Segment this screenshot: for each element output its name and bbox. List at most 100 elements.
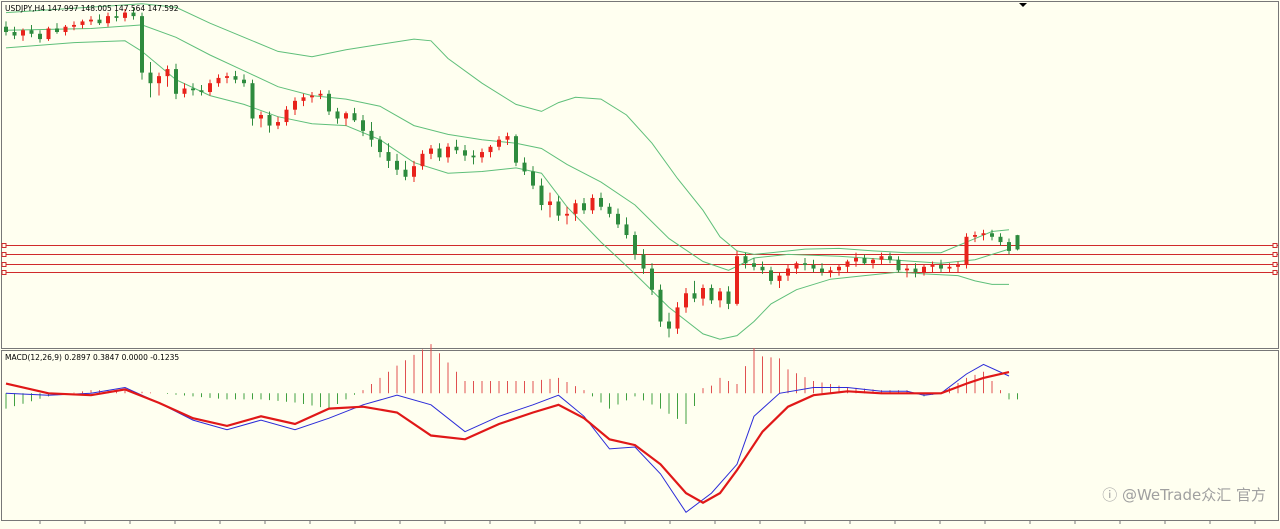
macd-panel-frame xyxy=(1,350,1279,521)
macd-signal-line xyxy=(5,371,1010,504)
candle-body xyxy=(29,30,34,34)
candle-body xyxy=(225,76,229,78)
level-handle-left xyxy=(1,270,7,275)
candle-body xyxy=(726,291,731,304)
candle-body xyxy=(539,185,544,206)
candle-body xyxy=(607,206,612,214)
candle-body xyxy=(12,32,17,36)
candle-body xyxy=(1015,235,1020,250)
candle-body xyxy=(760,266,765,271)
candle-body xyxy=(616,213,620,225)
price-info-label: USDJPY,H4 147.997 148.005 147.564 147.59… xyxy=(5,4,179,13)
candle-body xyxy=(123,12,127,18)
candle-body xyxy=(165,69,170,77)
candle-body xyxy=(973,235,977,237)
candle-body xyxy=(318,93,323,96)
candle-body xyxy=(378,139,382,153)
candle-body xyxy=(752,263,756,267)
candle-body xyxy=(446,146,450,158)
candle-body xyxy=(352,113,357,121)
candle-body xyxy=(845,261,850,267)
candle-body xyxy=(420,153,425,167)
level-handle-right xyxy=(1272,270,1278,275)
candle-body xyxy=(556,201,561,216)
candle-body xyxy=(820,268,824,273)
candle-body xyxy=(361,120,365,131)
candle-body xyxy=(327,93,331,112)
candle-body xyxy=(63,26,68,33)
candle-body xyxy=(888,256,892,260)
level-handle-right xyxy=(1272,252,1278,257)
candle-body xyxy=(174,69,178,94)
candle-body xyxy=(80,21,85,25)
candle-body xyxy=(769,270,773,281)
candle-body xyxy=(55,28,59,33)
candle-body xyxy=(233,76,238,80)
candle-body xyxy=(709,287,714,301)
candle-body xyxy=(854,257,858,262)
candle-body xyxy=(786,268,790,276)
macd-info-label: MACD(12,26,9) 0.2897 0.3847 0.0000 -0.12… xyxy=(5,353,179,362)
candle-body xyxy=(871,259,875,264)
candle-body xyxy=(4,26,8,33)
candle-body xyxy=(514,136,518,163)
watermark-icon: ⓘ xyxy=(1102,486,1122,504)
candle-body xyxy=(310,95,314,98)
candle-body xyxy=(72,24,76,27)
macd-main-line xyxy=(5,363,1010,514)
candle-body xyxy=(743,256,748,264)
candle-body xyxy=(633,235,637,255)
candle-body xyxy=(828,270,833,273)
candle-body xyxy=(437,148,442,158)
candle-body xyxy=(905,268,909,271)
level-handle-right xyxy=(1272,243,1278,248)
watermark-text: @WeTrade众汇 官方 xyxy=(1121,486,1266,504)
bollinger-lower xyxy=(5,40,1009,340)
level-handle-left xyxy=(1,243,7,248)
candle-body xyxy=(471,155,476,158)
candle-body xyxy=(803,263,807,266)
candle-body xyxy=(548,201,552,206)
candle-body xyxy=(293,100,297,110)
candle-body xyxy=(344,113,348,119)
candle-body xyxy=(369,130,374,140)
candle-body xyxy=(140,16,144,73)
candle-body xyxy=(667,321,671,329)
candle-body xyxy=(718,291,722,301)
candle-body xyxy=(89,19,93,22)
candle-body xyxy=(480,152,484,158)
candle-body xyxy=(148,72,153,84)
candle-body xyxy=(386,152,391,161)
candle-body xyxy=(794,263,799,269)
candle-body xyxy=(998,236,1003,243)
bollinger-upper xyxy=(5,3,1010,255)
candle-body xyxy=(522,162,527,172)
candle-body xyxy=(641,254,646,269)
candle-body xyxy=(208,83,212,93)
level-handle-right xyxy=(1272,262,1278,267)
candle-body xyxy=(259,114,263,119)
candle-body xyxy=(242,79,246,84)
candle-body xyxy=(46,28,51,40)
candle-body xyxy=(862,257,867,264)
candle-body xyxy=(301,97,306,101)
candle-body xyxy=(488,146,493,153)
candle-body xyxy=(106,16,110,24)
candle-body xyxy=(675,307,680,329)
candle-body xyxy=(590,197,595,211)
candle-body xyxy=(267,114,272,126)
candle-body xyxy=(879,256,884,260)
candle-body xyxy=(650,268,654,290)
candle-body xyxy=(582,203,586,211)
candle-body xyxy=(114,16,119,18)
candle-body xyxy=(454,146,459,151)
candle-body xyxy=(463,150,467,156)
candle-body xyxy=(939,265,943,269)
candle-body xyxy=(981,233,986,236)
candle-body xyxy=(930,265,935,267)
level-handle-left xyxy=(1,252,7,257)
candle-body xyxy=(276,122,280,126)
candle-body xyxy=(896,259,901,271)
